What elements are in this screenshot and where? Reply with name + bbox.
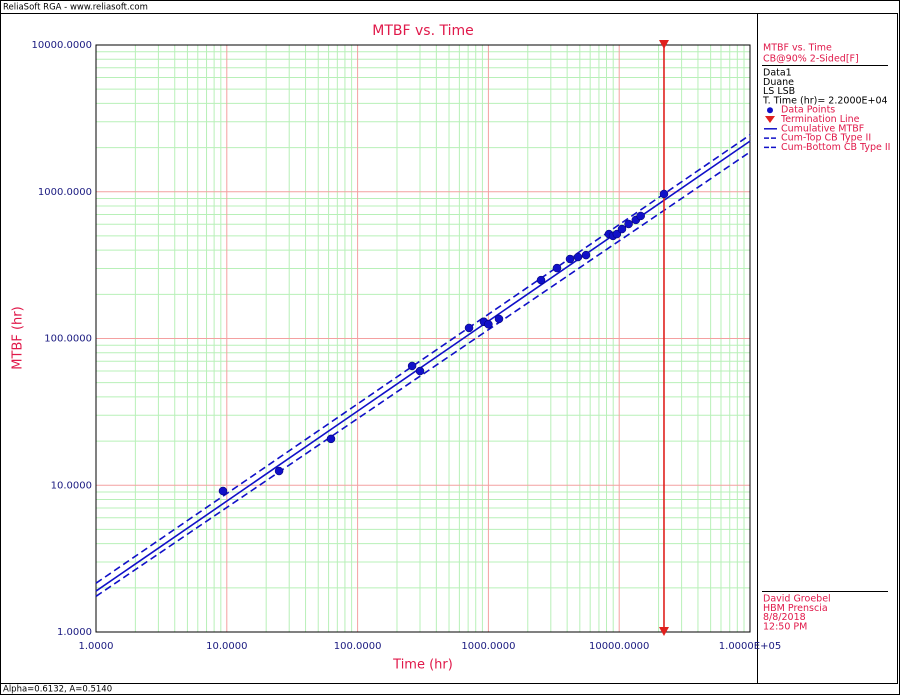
legend-title: MTBF vs. Time <box>763 43 832 54</box>
info-line: T. Time (hr)= 2.2000E+04 <box>762 95 888 106</box>
data-point <box>552 263 562 273</box>
x-tick-label: 10.0000 <box>206 641 247 652</box>
data-point <box>573 252 583 262</box>
legend-label: Termination Line <box>780 114 860 125</box>
data-point <box>484 320 493 329</box>
info-line: Duane <box>763 77 794 88</box>
footer: Alpha=0.6132, A=0.5140 <box>3 685 112 695</box>
confidence-label: CB@90% 2-Sided[F] <box>763 54 859 65</box>
app-header: ReliaSoft RGA - www.reliasoft.com <box>3 3 148 13</box>
legend-marker <box>767 107 773 114</box>
user-info: 8/8/2018 <box>763 612 806 623</box>
chart-frame <box>0 13 898 684</box>
series-line <box>95 134 751 584</box>
info-line: LS LSB <box>763 86 795 97</box>
x-tick-label: 1.0000E+05 <box>719 641 781 652</box>
user-info: 12:50 PM <box>763 621 807 632</box>
y-axis-label: MTBF (hr) <box>11 306 26 369</box>
data-point <box>659 189 669 199</box>
data-point <box>464 323 474 333</box>
plot-frame <box>95 44 751 633</box>
data-point <box>274 466 284 476</box>
x-tick-label: 1.0000 <box>79 641 114 652</box>
legend-label: Cum-Top CB Type II <box>781 133 871 144</box>
data-point <box>612 229 622 239</box>
y-tick-label: 1000.0000 <box>38 187 92 198</box>
y-tick-label: 100.0000 <box>44 334 92 345</box>
data-point <box>536 275 546 285</box>
data-point <box>494 314 504 324</box>
data-point <box>624 219 633 229</box>
legend-marker <box>765 116 775 123</box>
x-tick-label: 10000.0000 <box>589 641 649 652</box>
data-point <box>565 254 575 264</box>
x-axis-label: Time (hr) <box>392 658 453 673</box>
data-point <box>326 434 336 444</box>
data-point <box>218 486 228 496</box>
legend-label: Cum-Bottom CB Type II <box>781 142 890 153</box>
termination-marker <box>658 40 669 49</box>
info-line: Data1 <box>763 68 792 79</box>
legend-label: Data Points <box>781 105 835 116</box>
user-info: HBM Prenscia <box>763 603 828 614</box>
x-tick-label: 1000.0000 <box>461 641 515 652</box>
data-point <box>636 211 645 221</box>
chart-title: MTBF vs. Time <box>372 23 473 39</box>
user-info: David Groebel <box>763 594 831 605</box>
termination-marker <box>658 627 669 636</box>
data-point <box>581 250 591 260</box>
data-point <box>617 224 627 234</box>
x-tick-label: 100.0000 <box>334 641 382 652</box>
y-tick-label: 10000.0000 <box>32 40 92 51</box>
y-tick-label: 1.0000 <box>57 627 92 638</box>
y-tick-label: 10.0000 <box>51 480 92 491</box>
legend-label: Cumulative MTBF <box>781 123 864 134</box>
data-point <box>407 361 417 371</box>
data-point <box>415 366 425 376</box>
